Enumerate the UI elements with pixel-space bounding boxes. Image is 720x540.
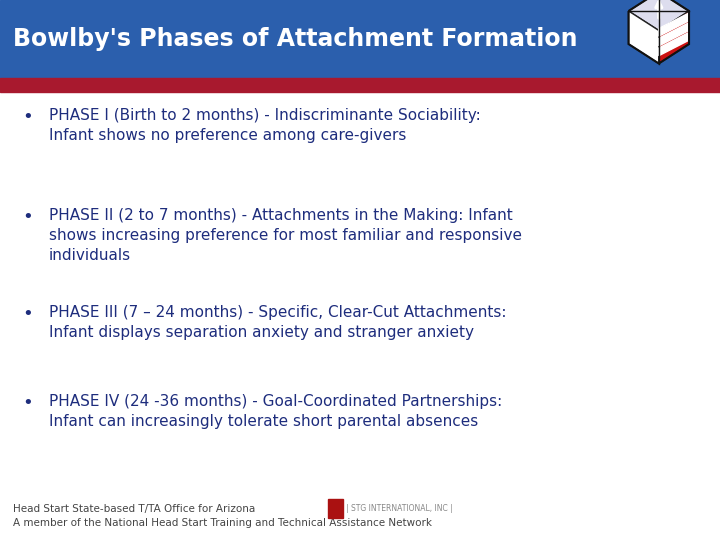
Bar (328, 499, 343, 518)
Text: | STG INTERNATIONAL, INC |: | STG INTERNATIONAL, INC | (346, 504, 452, 513)
Bar (0, 78, 720, 92)
Text: •: • (22, 305, 32, 323)
Text: PHASE I (Birth to 2 months) - Indiscriminante Sociability:
Infant shows no prefe: PHASE I (Birth to 2 months) - Indiscrimi… (49, 108, 481, 143)
Text: PHASE IV (24 -36 months) - Goal-Coordinated Partnerships:
Infant can increasingl: PHASE IV (24 -36 months) - Goal-Coordina… (49, 394, 503, 429)
Text: •: • (22, 208, 32, 226)
Text: A member of the National Head Start Training and Technical Assistance Network: A member of the National Head Start Trai… (13, 518, 432, 528)
Polygon shape (629, 0, 689, 30)
Polygon shape (659, 32, 689, 56)
Bar (0, 0, 720, 78)
Polygon shape (629, 11, 659, 64)
Polygon shape (659, 11, 689, 64)
Polygon shape (659, 23, 689, 46)
Text: Head Start State-based T/TA Office for Arizona: Head Start State-based T/TA Office for A… (13, 504, 255, 514)
Polygon shape (659, 13, 689, 36)
Text: •: • (22, 394, 32, 412)
Text: PHASE III (7 – 24 months) - Specific, Clear-Cut Attachments:
Infant displays sep: PHASE III (7 – 24 months) - Specific, Cl… (49, 305, 506, 340)
Text: Bowlby's Phases of Attachment Formation: Bowlby's Phases of Attachment Formation (13, 27, 577, 51)
Text: •: • (22, 108, 32, 126)
Text: PHASE II (2 to 7 months) - Attachments in the Making: Infant
shows increasing pr: PHASE II (2 to 7 months) - Attachments i… (49, 208, 522, 262)
